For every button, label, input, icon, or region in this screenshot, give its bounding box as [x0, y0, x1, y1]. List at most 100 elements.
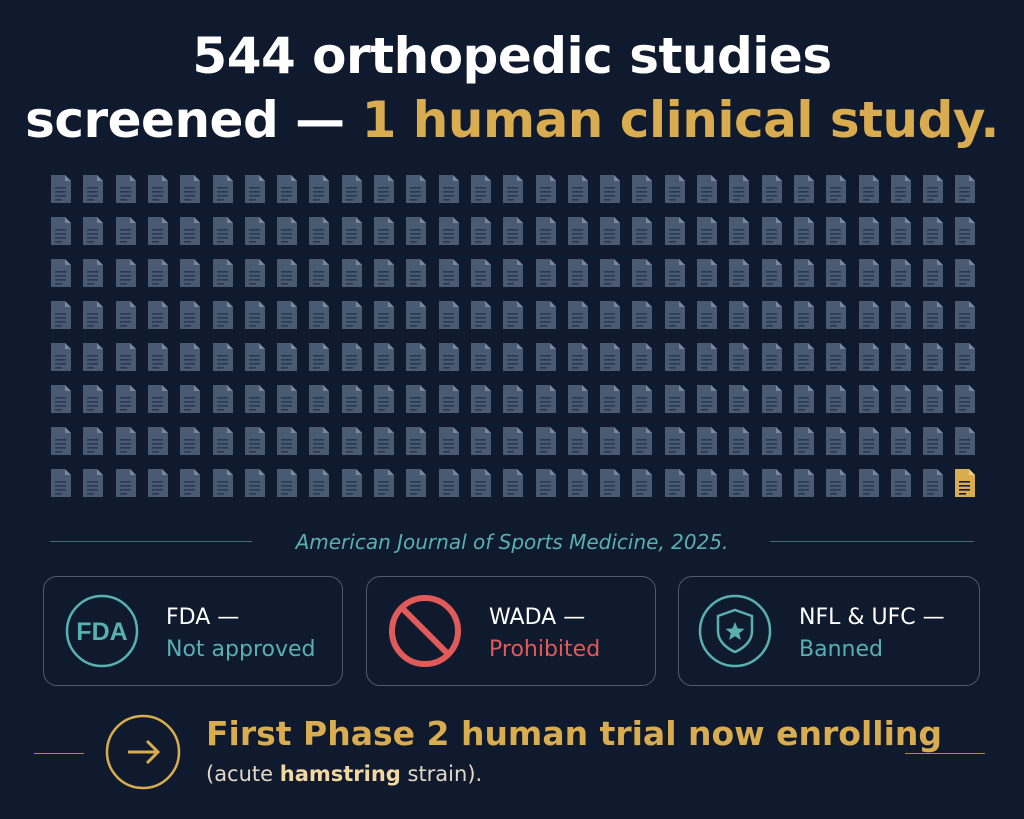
document-grid [50, 174, 980, 504]
document-icon [922, 384, 944, 414]
document-icon [664, 174, 686, 204]
document-icon [341, 174, 363, 204]
document-icon [373, 342, 395, 372]
document-icon [728, 174, 750, 204]
document-icon [696, 300, 718, 330]
document-icon [890, 426, 912, 456]
document-icon [858, 426, 880, 456]
document-icon [535, 426, 557, 456]
document-icon [276, 342, 298, 372]
document-icon [761, 468, 783, 498]
document-icon [82, 300, 104, 330]
document-icon [308, 258, 330, 288]
document-icon [115, 216, 137, 246]
document-icon [793, 174, 815, 204]
document-icon [438, 342, 460, 372]
document-icon [567, 468, 589, 498]
document-icon [276, 426, 298, 456]
trial-sub-prefix: (acute [206, 762, 280, 786]
document-icon [502, 426, 524, 456]
document-icon [373, 174, 395, 204]
document-icon [438, 174, 460, 204]
document-icon [115, 174, 137, 204]
document-icon [438, 468, 460, 498]
document-icon [115, 258, 137, 288]
document-icon [147, 468, 169, 498]
document-icon [793, 258, 815, 288]
document-icon [212, 216, 234, 246]
document-icon [696, 216, 718, 246]
document-icon [82, 216, 104, 246]
source-divider-left [50, 541, 252, 542]
document-icon [308, 342, 330, 372]
document-icon [599, 342, 621, 372]
document-icon [664, 384, 686, 414]
document-icon [793, 216, 815, 246]
document-icon [405, 300, 427, 330]
document-icon [599, 258, 621, 288]
document-icon [244, 342, 266, 372]
document-icon [922, 174, 944, 204]
document-icon [341, 258, 363, 288]
document-icon [535, 174, 557, 204]
document-icon [115, 468, 137, 498]
document-icon [890, 216, 912, 246]
document-icon [373, 426, 395, 456]
document-icon [728, 426, 750, 456]
document-icon [373, 300, 395, 330]
document-icon [954, 300, 976, 330]
document-icon [147, 174, 169, 204]
document-icon [470, 258, 492, 288]
document-icon [858, 468, 880, 498]
prohibited-icon [387, 593, 463, 669]
document-icon [405, 174, 427, 204]
document-icon [50, 300, 72, 330]
document-icon [567, 342, 589, 372]
document-icon [825, 384, 847, 414]
document-icon [696, 174, 718, 204]
document-icon [567, 426, 589, 456]
document-icon [373, 258, 395, 288]
fda-badge-icon: FDA [64, 593, 140, 669]
document-icon [405, 384, 427, 414]
document-icon [50, 216, 72, 246]
document-icon [308, 300, 330, 330]
document-icon [502, 216, 524, 246]
source-text: American Journal of Sports Medicine, 202… [295, 530, 729, 554]
document-icon [212, 384, 234, 414]
document-icon [244, 384, 266, 414]
document-icon [50, 342, 72, 372]
document-icon [341, 384, 363, 414]
document-icon [761, 426, 783, 456]
document-icon [147, 342, 169, 372]
document-icon [82, 342, 104, 372]
document-icon [890, 384, 912, 414]
document-icon [438, 300, 460, 330]
wada-card: WADA — Prohibited [366, 576, 656, 686]
arrow-right-circle-icon [103, 712, 183, 792]
document-icon [115, 300, 137, 330]
document-icon [212, 426, 234, 456]
document-icon [502, 258, 524, 288]
nfl-ufc-card: NFL & UFC — Banned [678, 576, 980, 686]
document-icon [631, 258, 653, 288]
document-icon [244, 216, 266, 246]
document-icon [405, 468, 427, 498]
document-icon [825, 426, 847, 456]
headline-line-1: 544 orthopedic studies [0, 24, 1024, 88]
trial-divider-right [905, 753, 985, 754]
document-icon [50, 384, 72, 414]
document-icon [567, 384, 589, 414]
document-icon [438, 384, 460, 414]
document-icon [567, 216, 589, 246]
document-icon [82, 426, 104, 456]
document-icon [599, 468, 621, 498]
document-icon [793, 342, 815, 372]
document-icon [244, 174, 266, 204]
document-icon [438, 426, 460, 456]
highlighted-document-icon [954, 468, 976, 498]
document-icon [761, 300, 783, 330]
document-icon [82, 384, 104, 414]
document-icon [922, 216, 944, 246]
document-icon [276, 300, 298, 330]
